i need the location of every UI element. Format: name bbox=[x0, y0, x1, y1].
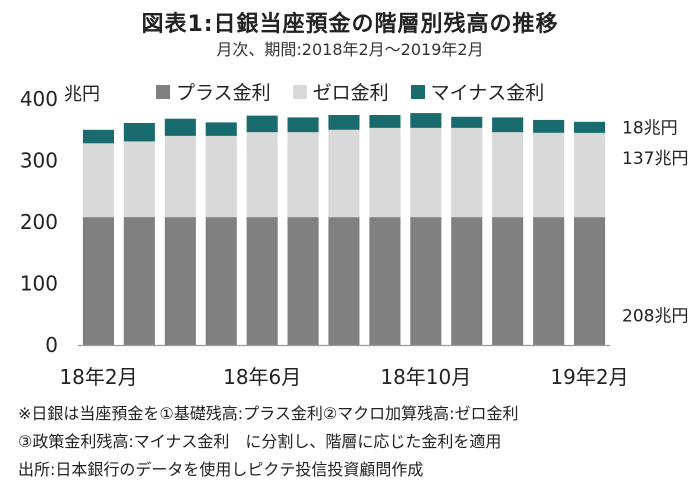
bar-segment-minus bbox=[410, 113, 442, 128]
legend-swatch-minus bbox=[410, 84, 425, 99]
bar-segment-plus bbox=[82, 217, 114, 345]
chart-subtitle: 月次、期間:2018年2月～2019年2月 bbox=[216, 40, 484, 59]
legend-swatch-plus bbox=[156, 84, 170, 99]
y-tick-label: 0 bbox=[45, 333, 58, 357]
bar-segment-minus bbox=[533, 119, 565, 133]
y-tick-label: 200 bbox=[20, 210, 58, 234]
bar-segment-zero bbox=[82, 143, 114, 218]
bar-segment-plus bbox=[164, 217, 196, 345]
bar-segment-plus bbox=[328, 217, 360, 345]
bar-segment-zero bbox=[164, 135, 196, 218]
bar-segment-zero bbox=[451, 127, 483, 218]
y-tick-label: 300 bbox=[20, 149, 58, 173]
bar-segment-plus bbox=[574, 217, 606, 345]
bar-segment-minus bbox=[492, 117, 524, 133]
legend-swatch-zero bbox=[292, 84, 307, 99]
chart-title: 図表1:日銀当座預金の階層別残高の推移 bbox=[141, 12, 559, 37]
bar-segment-plus bbox=[410, 217, 442, 345]
bar-segment-zero bbox=[492, 132, 524, 218]
bar-segment-plus bbox=[451, 217, 483, 345]
bar-segment-minus bbox=[82, 129, 114, 144]
bar-segment-minus bbox=[328, 115, 360, 130]
bar-segment-zero bbox=[410, 127, 442, 218]
x-tick-label: 18年6月 bbox=[223, 365, 301, 389]
legend-item-plus: プラス金利 bbox=[156, 78, 271, 105]
bar-segment-minus bbox=[123, 123, 155, 142]
legend-label-minus: マイナス金利 bbox=[430, 82, 545, 104]
bar-segment-minus bbox=[574, 121, 606, 133]
bar-segment-plus bbox=[369, 217, 401, 345]
bar-segment-zero bbox=[369, 127, 401, 218]
bar-segment-plus bbox=[287, 217, 319, 345]
bar-segment-zero bbox=[328, 129, 360, 218]
bar-segment-zero bbox=[574, 132, 606, 218]
bar-segment-zero bbox=[246, 132, 278, 218]
x-tick-label: 18年2月 bbox=[59, 365, 137, 389]
value-annotation: 208兆円 bbox=[622, 307, 688, 327]
bar-segment-zero bbox=[205, 135, 237, 218]
legend: プラス金利 ゼロ金利 マイナス金利 bbox=[156, 78, 566, 105]
y-tick-label: 100 bbox=[20, 272, 58, 296]
value-annotation: 18兆円 bbox=[622, 118, 678, 138]
footnote-line-2: ③政策金利残高:マイナス金利 に分割し、階層に応じた金利を適用 bbox=[18, 432, 502, 451]
legend-label-zero: ゼロ金利 bbox=[312, 82, 389, 104]
bar-segment-zero bbox=[123, 141, 155, 217]
bar-segment-minus bbox=[164, 118, 196, 136]
legend-item-zero: ゼロ金利 bbox=[292, 78, 389, 105]
x-tick-label: 19年2月 bbox=[550, 365, 628, 389]
legend-item-minus: マイナス金利 bbox=[410, 78, 545, 105]
x-tick-label: 18年10月 bbox=[380, 365, 471, 389]
bar-segment-minus bbox=[369, 115, 401, 128]
bar-segment-minus bbox=[246, 115, 278, 133]
bar-segment-minus bbox=[451, 116, 483, 128]
bar-segment-zero bbox=[287, 132, 319, 218]
bar-segment-plus bbox=[533, 217, 565, 345]
bar-segment-plus bbox=[205, 217, 237, 345]
source-note: 出所:日本銀行のデータを使用しピクテ投信投資顧問作成 bbox=[18, 460, 424, 479]
bar-segment-plus bbox=[123, 217, 155, 345]
bar-segment-zero bbox=[533, 132, 565, 218]
bar-segment-plus bbox=[492, 217, 524, 345]
footnote-line-1: ※日銀は当座預金を①基礎残高:プラス金利②マクロ加算残高:ゼロ金利 bbox=[18, 404, 519, 423]
y-tick-label: 400 bbox=[20, 87, 58, 111]
y-axis-unit-label: 兆円 bbox=[64, 84, 100, 105]
bar-segment-plus bbox=[246, 217, 278, 345]
value-annotation: 137兆円 bbox=[622, 149, 688, 169]
bar-segment-minus bbox=[287, 117, 319, 133]
bar-segment-minus bbox=[205, 122, 237, 136]
legend-label-plus: プラス金利 bbox=[176, 82, 271, 104]
